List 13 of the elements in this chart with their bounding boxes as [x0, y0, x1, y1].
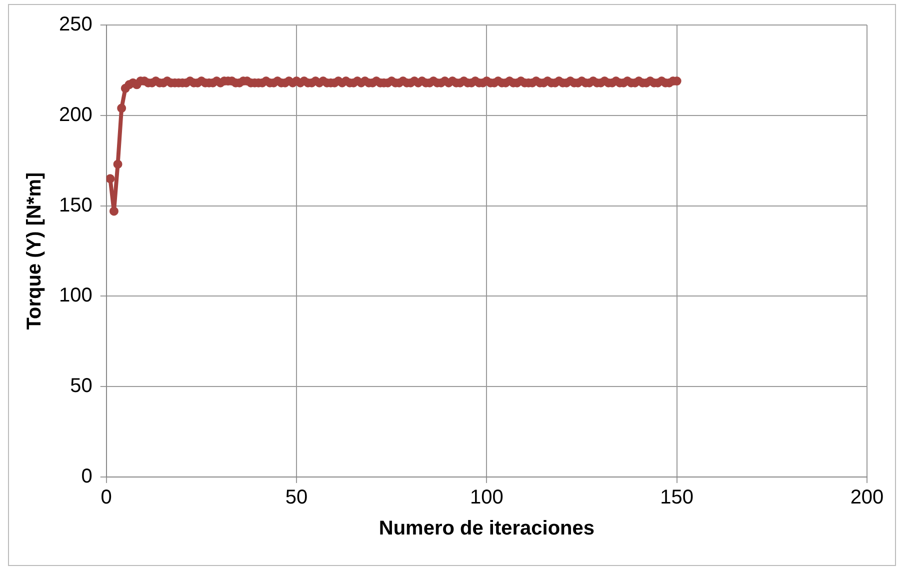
x-tick-label: 50	[285, 486, 308, 509]
y-tick-label: 0	[81, 466, 92, 488]
y-tick-label: 100	[58, 284, 92, 307]
y-tick-label: 200	[58, 104, 92, 126]
y-tick-label: 150	[58, 194, 92, 216]
x-tick-label: 200	[850, 486, 884, 509]
x-tick-label: 150	[660, 486, 694, 509]
x-tick-label: 0	[100, 486, 112, 509]
x-tick-label: 100	[470, 486, 504, 509]
y-tick-label: 50	[70, 375, 92, 398]
x-axis-title: Numero de iteraciones	[378, 518, 594, 540]
y-tick-label: 250	[58, 14, 92, 36]
y-axis-title: Torque (Y) [N*m]	[24, 172, 46, 330]
